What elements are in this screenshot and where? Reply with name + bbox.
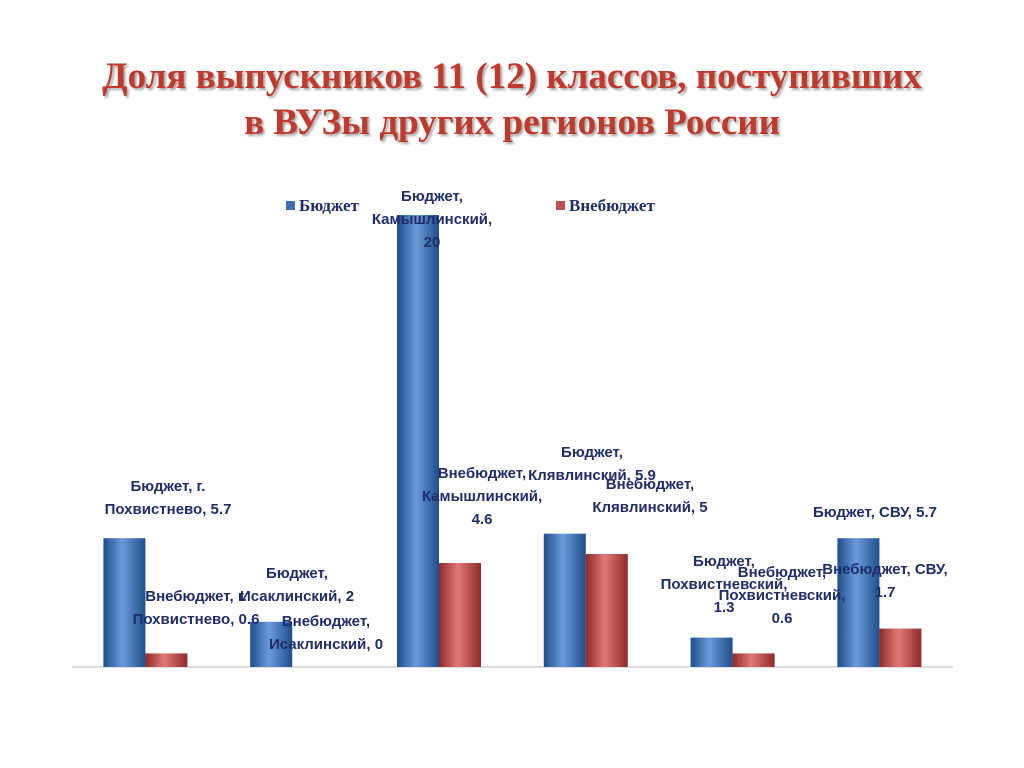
data-label-line: Похвистнево, 5.7	[104, 501, 232, 518]
bar-budget	[397, 215, 439, 667]
bar-budget	[103, 538, 146, 667]
legend-swatch-budget	[286, 201, 295, 210]
data-label-offbudget: Внебюджет, Исаклинский, 0	[269, 610, 383, 656]
data-label-line: Бюджет,	[561, 444, 623, 461]
legend-label-offbudget: Внебюджет	[569, 196, 655, 215]
data-label-line: Камышлинский,	[371, 211, 493, 228]
data-label-line: 1.3	[713, 599, 735, 616]
bar-budget	[690, 637, 733, 667]
data-label-line: Внебюджет,	[437, 465, 527, 482]
data-label-line: 0.6	[771, 610, 793, 627]
data-label-offbudget: Внебюджет, г. Похвистнево, 0.6	[133, 585, 260, 631]
data-label-line: Клявлинский, 5.9	[528, 467, 656, 484]
data-label-line: Бюджет,	[266, 565, 328, 582]
data-label-line: 4.6	[471, 511, 493, 528]
data-label-budget: Бюджет, Исаклинский, 2	[240, 562, 354, 608]
title-line-2: в ВУЗы других регионов России	[244, 102, 780, 143]
data-label-offbudget: Внебюджет, Камышлинский, 4.6	[422, 462, 542, 531]
data-label-line: Клявлинский, 5	[592, 499, 708, 516]
legend-label-budget: Бюджет	[299, 196, 359, 215]
data-label-line: Исаклинский, 2	[239, 588, 355, 605]
legend-swatch-offbudget	[556, 201, 565, 210]
data-label-line: Камышлинский,	[421, 488, 543, 505]
data-label-budget: Бюджет, г. Похвистнево, 5.7	[105, 475, 232, 521]
data-label-line: Бюджет, СВУ, 5.7	[813, 504, 937, 521]
data-label-line: Бюджет,	[693, 553, 755, 570]
data-label-line: Бюджет, г.	[130, 478, 206, 495]
bar-budget	[250, 621, 293, 667]
data-label-line: 20	[423, 234, 441, 251]
data-label-line: Исаклинский, 0	[268, 636, 384, 653]
bar-offbudget	[145, 653, 188, 667]
data-label-line: Похвистневский,	[660, 576, 788, 593]
data-label-line: Внебюджет,	[281, 613, 371, 630]
data-label-budget: Бюджет, Клявлинский, 5.9	[528, 441, 656, 487]
data-label-budget: Бюджет, СВУ, 5.7	[813, 501, 937, 524]
data-label-offbudget: Внебюджет, СВУ, 1.7	[822, 558, 947, 604]
bar-offbudget	[439, 563, 481, 667]
bar-offbudget	[879, 628, 922, 667]
bar-budget	[543, 533, 586, 667]
data-label-offbudget: Внебюджет, Клявлинский, 5	[592, 473, 707, 519]
page-title: Доля выпускников 11 (12) классов, поступ…	[0, 54, 1024, 146]
bar-offbudget	[585, 554, 628, 667]
data-label-budget: Бюджет, Похвистневский, 1.3	[661, 550, 788, 619]
title-line-1: Доля выпускников 11 (12) классов, поступ…	[102, 56, 922, 97]
data-label-line: Внебюджет,	[605, 476, 695, 493]
data-label-line: Похвистнево, 0.6	[132, 611, 260, 628]
data-label-line: 1.7	[874, 584, 896, 601]
data-label-budget: Бюджет, Камышлинский, 20	[372, 185, 492, 254]
bar-offbudget	[732, 653, 775, 667]
data-label-line: Бюджет,	[401, 188, 463, 205]
data-label-line: Внебюджет, г.	[145, 588, 247, 605]
data-label-offbudget: Внебюджет, Похвистневский, 0.6	[719, 561, 846, 630]
legend-offbudget: Внебюджет	[556, 196, 655, 216]
data-label-line: Внебюджет,	[737, 564, 827, 581]
data-label-line: Внебюджет, СВУ,	[822, 561, 948, 578]
legend-budget: Бюджет	[286, 196, 359, 216]
data-label-line: Похвистневский,	[718, 587, 846, 604]
bar-budget	[837, 538, 880, 667]
